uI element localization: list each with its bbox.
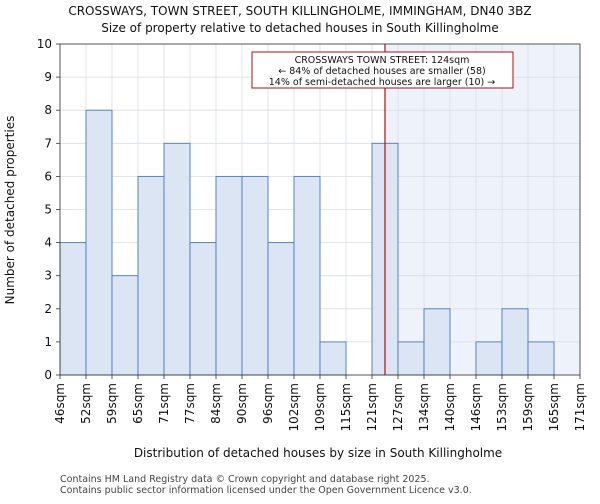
x-tick-label: 121sqm	[365, 383, 379, 431]
x-tick-label: 171sqm	[573, 383, 587, 431]
histogram-bar	[319, 341, 347, 376]
x-tick-label: 96sqm	[261, 383, 275, 424]
histogram-bar	[397, 341, 425, 376]
chart-title: CROSSWAYS, TOWN STREET, SOUTH KILLINGHOL…	[68, 4, 531, 18]
histogram-bar	[475, 341, 503, 376]
x-tick-label: 140sqm	[443, 383, 457, 431]
footer-line2: Contains public sector information licen…	[60, 485, 472, 496]
y-tick-label: 10	[37, 37, 52, 51]
x-tick-label: 65sqm	[131, 383, 145, 424]
histogram-bar	[501, 308, 529, 376]
y-tick-label: 7	[44, 136, 52, 150]
y-tick-label: 8	[44, 103, 52, 117]
y-tick-label: 6	[44, 169, 52, 183]
y-tick-label: 3	[44, 269, 52, 283]
y-tick-label: 9	[44, 70, 52, 84]
y-tick-label: 4	[44, 236, 52, 250]
x-tick-label: 52sqm	[79, 383, 93, 424]
x-tick-label: 46sqm	[53, 383, 67, 424]
histogram-bar	[241, 175, 269, 376]
y-axis-label: Number of detached properties	[3, 116, 17, 305]
x-tick-label: 90sqm	[235, 383, 249, 424]
histogram-bar	[527, 341, 555, 376]
chart-subtitle: Size of property relative to detached ho…	[101, 21, 499, 35]
y-tick-label: 5	[44, 203, 52, 217]
x-axis-label: Distribution of detached houses by size …	[134, 446, 502, 460]
histogram-bar	[111, 275, 139, 376]
x-tick-label: 109sqm	[313, 383, 327, 431]
histogram-bar	[423, 308, 451, 376]
annotation-line1: CROSSWAYS TOWN STREET: 124sqm	[295, 55, 470, 66]
x-tick-label: 159sqm	[521, 383, 535, 431]
x-tick-label: 127sqm	[391, 383, 405, 431]
histogram-bar	[59, 242, 87, 376]
y-tick-label: 0	[44, 368, 52, 382]
x-tick-label: 71sqm	[157, 383, 171, 424]
x-tick-label: 134sqm	[417, 383, 431, 431]
x-tick-label: 165sqm	[547, 383, 561, 431]
annotation-box	[251, 51, 514, 89]
histogram-bar	[85, 109, 113, 376]
histogram-bar	[267, 242, 295, 376]
x-axis-ticks: 46sqm 52sqm 59sqm 65sqm 71sqm 77sqm 84sqm 90sqm…	[53, 375, 587, 431]
x-tick-label: 102sqm	[287, 383, 301, 431]
histogram-bar	[293, 175, 321, 376]
histogram-bar	[137, 175, 165, 376]
annotation-line3: 14% of semi-detached houses are larger (…	[269, 77, 496, 88]
annotation-line2: ← 84% of detached houses are smaller (58…	[278, 66, 485, 77]
x-tick-label: 59sqm	[105, 383, 119, 424]
x-tick-label: 153sqm	[495, 383, 509, 431]
histogram-bar	[189, 242, 217, 376]
y-tick-label: 1	[44, 335, 52, 349]
x-tick-label: 84sqm	[209, 383, 223, 424]
footer-line1: Contains HM Land Registry data © Crown c…	[60, 474, 430, 485]
histogram-bar	[163, 142, 191, 376]
x-tick-label: 146sqm	[469, 383, 483, 431]
histogram-bar	[215, 175, 243, 376]
y-axis-ticks: 0 1 2 3 4 5 6 7 8 9 10	[37, 37, 60, 382]
x-tick-label: 115sqm	[339, 383, 353, 431]
x-tick-label: 77sqm	[183, 383, 197, 424]
y-tick-label: 2	[44, 302, 52, 316]
property-annotation: CROSSWAYS TOWN STREET: 124sqm ← 84% of d…	[251, 51, 514, 89]
